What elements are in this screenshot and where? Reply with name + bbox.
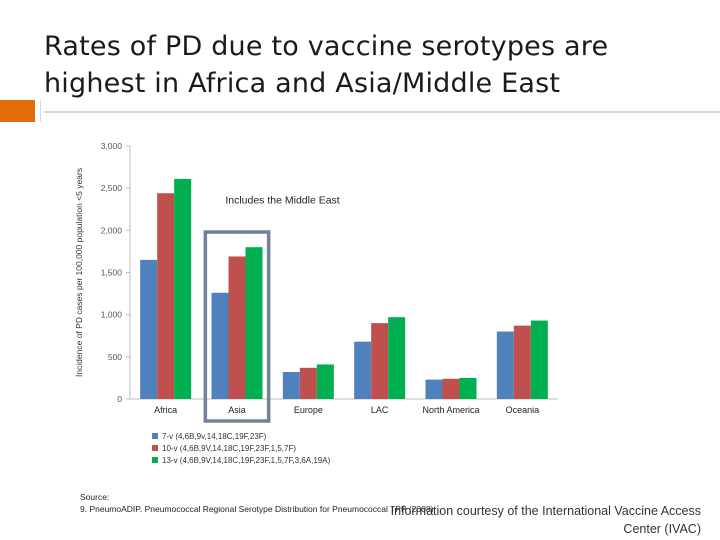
highlight-box (203, 230, 271, 423)
title-accent-block (0, 100, 35, 122)
source-note: Source: 9. PneumoADIP. Pneumococcal Regi… (80, 491, 433, 515)
legend-swatch (152, 433, 158, 439)
legend-swatch (152, 457, 158, 463)
x-tick-label: Oceania (506, 405, 540, 415)
bar-europe-s3 (316, 364, 334, 399)
bar-africa-s3 (174, 178, 192, 399)
bar-asia-s2 (228, 256, 246, 399)
bar-africa-s2 (157, 193, 175, 399)
accent-divider (40, 100, 41, 122)
bar-lac-s2 (371, 323, 389, 399)
legend-label: 7-v (4,6B,9v,14,18C,19F,23F) (162, 432, 267, 441)
incidence-bar-chart: 0 500 1,000 1,500 2,000 2,500 3,000 Incidence o… (74, 141, 558, 465)
bar-oceania-s3 (530, 320, 548, 399)
bar-oceania-s1 (496, 331, 514, 399)
y-tick-label: 2,000 (101, 225, 123, 235)
x-tick-label: Africa (154, 405, 177, 415)
source-heading: Source: (80, 492, 110, 502)
bar-europe-s2 (299, 367, 317, 399)
legend-label: 13-v (4,6B,9V,14,18C,19F,23F,1,5,7F,3,6A… (162, 456, 331, 465)
y-tick-label: 1,500 (101, 268, 123, 278)
y-tick-label: 2,500 (101, 183, 123, 193)
credit-note: Information courtesy of the Internationa… (390, 504, 701, 536)
bar-north-america-s3 (459, 377, 477, 399)
bar-africa-s1 (140, 259, 158, 399)
x-tick-label: North America (422, 405, 479, 415)
y-tick-label: 0 (117, 394, 122, 404)
y-tick-label: 3,000 (101, 141, 123, 151)
legend-swatch (152, 445, 158, 451)
slide-title: Rates of PD due to vaccine serotypes are… (44, 31, 609, 99)
x-tick-label: LAC (371, 405, 389, 415)
bar-oceania-s2 (513, 325, 531, 399)
annotation-label: Includes the Middle East (225, 194, 339, 206)
y-axis-label: Incidence of PD cases per 100,000 popula… (74, 168, 84, 377)
bar-asia-s1 (211, 292, 229, 399)
bar-lac-s3 (388, 317, 406, 399)
x-tick-label: Europe (294, 405, 323, 415)
legend-label: 10-v (4,6B,9V,14,18C,19F,23F,1,5,7F) (162, 444, 296, 453)
y-tick-label: 500 (108, 352, 122, 362)
bar-north-america-s1 (425, 379, 443, 399)
y-tick-label: 1,000 (101, 310, 123, 320)
title-rule (44, 111, 720, 113)
bar-europe-s1 (282, 372, 300, 399)
bar-asia-s3 (245, 247, 263, 399)
source-reference: 9. PneumoADIP. Pneumococcal Regional Ser… (80, 504, 434, 514)
bar-north-america-s2 (442, 378, 460, 399)
x-tick-label: Asia (228, 405, 246, 415)
bar-lac-s1 (354, 341, 372, 399)
